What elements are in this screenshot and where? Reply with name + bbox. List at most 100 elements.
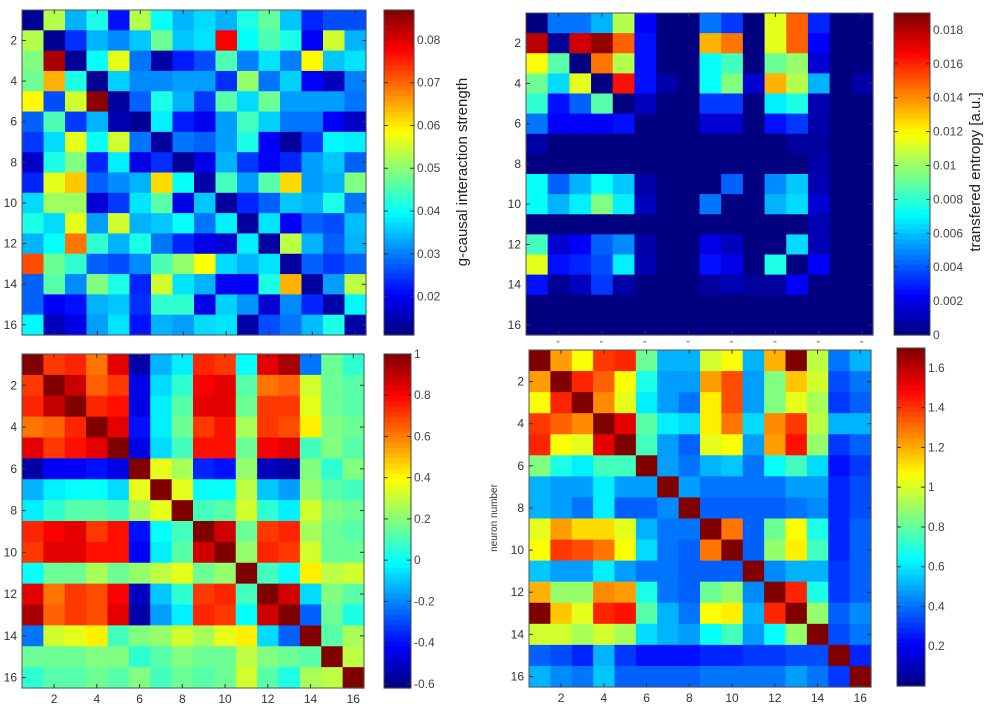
heatmap-cell (171, 625, 194, 647)
heatmap-cell (64, 500, 87, 522)
heatmap-cell (806, 539, 829, 562)
heatmap-cell (257, 479, 280, 501)
heatmap-cell (829, 174, 852, 195)
y-tick-label: 16 (508, 318, 522, 332)
heatmap-cell (591, 153, 614, 175)
heatmap-cell (321, 583, 344, 606)
heatmap-cell (593, 518, 616, 541)
colorbar-tick-label: 0.04 (417, 204, 441, 218)
heatmap-cell (851, 53, 874, 74)
y-tick-label: 8 (517, 501, 524, 515)
y-tick-label: 4 (517, 417, 524, 431)
x-tick-label-clipped (860, 341, 864, 343)
heatmap-cell (764, 294, 787, 316)
colorbar-segment (894, 174, 930, 180)
heatmap-cell (108, 70, 131, 92)
heatmap-cell (64, 583, 87, 606)
heatmap-cell (194, 131, 217, 153)
colorbar-tick-label: 0.006 (933, 226, 963, 240)
heatmap-cell (721, 560, 744, 583)
y-tick-label: 10 (508, 197, 522, 211)
heatmap-cell (807, 314, 831, 336)
heatmap-cell (635, 581, 658, 604)
colorbar-segment (897, 575, 925, 581)
heatmap-cell (194, 10, 217, 31)
colorbar-segment (384, 682, 411, 689)
heatmap-cell (591, 133, 614, 155)
colorbar-segment (897, 670, 925, 677)
heatmap-cell (806, 413, 829, 435)
heatmap-cell (547, 133, 570, 155)
heatmap-cell (634, 314, 657, 336)
heatmap-cell (699, 314, 722, 336)
colorbar-segment (384, 411, 411, 418)
heatmap-cell (22, 437, 44, 459)
heatmap-cell (786, 234, 809, 256)
heatmap-cell (851, 294, 874, 316)
heatmap-cell (721, 153, 744, 175)
colorbar-segment (894, 108, 930, 115)
heatmap-cell (721, 665, 744, 688)
heatmap-cell (342, 416, 365, 439)
colorbar-segment (384, 432, 411, 439)
heatmap-cell (150, 479, 173, 501)
heatmap-cell (764, 350, 787, 372)
heatmap-cell (828, 413, 851, 435)
heatmap-cell (807, 73, 831, 95)
heatmap-cell (634, 174, 657, 195)
heatmap-cell (700, 602, 722, 625)
heatmap-cell (107, 458, 130, 480)
colorbar-segment (384, 573, 411, 580)
heatmap-cell (678, 350, 701, 372)
colorbar-segment (384, 604, 411, 611)
x-tick-label: 4 (600, 691, 607, 705)
heatmap-cell (151, 111, 174, 133)
heatmap-cell (849, 623, 872, 646)
heatmap-cell (656, 153, 679, 175)
heatmap-cell (107, 521, 130, 543)
heatmap-cell (571, 644, 594, 667)
colorbar-segment (894, 53, 930, 59)
heatmap-cell (43, 437, 66, 459)
heatmap-cell (785, 581, 808, 604)
colorbar-segment (384, 197, 414, 204)
heatmap-cell (700, 413, 722, 435)
heatmap-cell (86, 314, 109, 336)
heatmap-cell (86, 667, 109, 689)
colorbar-segment (894, 284, 930, 291)
colorbar-segment (894, 113, 930, 120)
heatmap-cell (656, 93, 679, 115)
heatmap-cell (657, 644, 680, 667)
x-tick-label: 14 (304, 692, 318, 706)
heatmap-cell (849, 392, 872, 414)
heatmap-cell (172, 274, 195, 295)
colorbar-segment (384, 400, 411, 407)
colorbar-segment (894, 38, 930, 44)
heatmap-cell (257, 416, 280, 439)
colorbar-segment (894, 93, 930, 100)
heatmap-cell (235, 667, 258, 689)
colorbar-segment (894, 279, 930, 286)
heatmap-cell (593, 371, 616, 393)
colorbar-frame (383, 353, 412, 689)
heatmap-cell (742, 518, 765, 541)
heatmap-cell (526, 73, 549, 95)
colorbar-segment (384, 253, 414, 260)
heatmap-cell (129, 111, 152, 133)
heatmap-cell (280, 70, 303, 92)
heatmap-cell (86, 625, 109, 647)
colorbar-segment (897, 400, 925, 407)
heatmap-cell (342, 354, 365, 376)
colorbar-segment (384, 182, 414, 189)
heatmap-cell (569, 113, 592, 135)
heatmap-cell (150, 395, 173, 418)
heatmap-cell (591, 214, 614, 235)
heatmap-cell (677, 214, 701, 235)
heatmap-panel-transfer-entropy: 2 4 6 8 10 12 14 16 0 0.002 0.004 0.006 0.008 0.01 0.0… (508, 12, 963, 343)
colorbar-segment (894, 254, 930, 261)
colorbar-segment (384, 515, 411, 522)
heatmap-cell (43, 395, 66, 418)
heatmap-cell (547, 194, 570, 215)
heatmap-cell (108, 91, 131, 113)
heatmap-cell (237, 294, 260, 316)
